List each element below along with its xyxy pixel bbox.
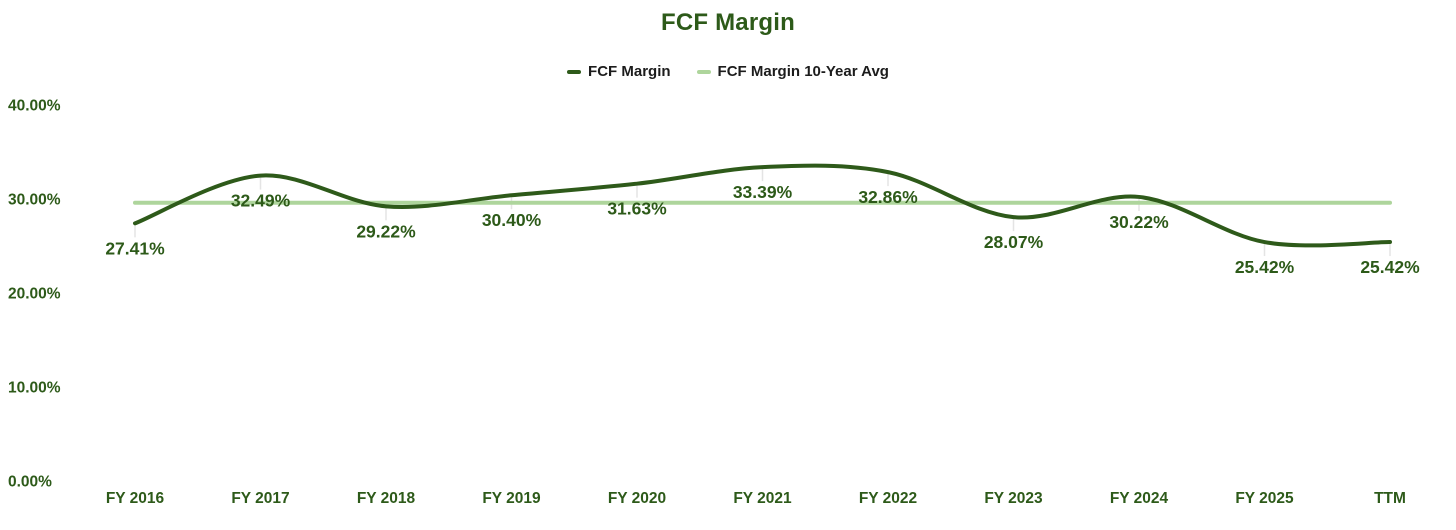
legend-line-swatch-icon xyxy=(567,69,582,74)
data-label: 33.39% xyxy=(733,182,793,202)
data-label: 25.42% xyxy=(1360,257,1420,277)
data-label: 29.22% xyxy=(356,221,416,241)
data-label: 30.22% xyxy=(1109,212,1169,232)
y-axis-tick-label: 30.00% xyxy=(8,192,61,209)
x-axis-category-label: FY 2019 xyxy=(482,490,541,507)
data-label: 25.42% xyxy=(1235,257,1295,277)
data-label: 30.40% xyxy=(482,210,542,230)
x-axis-category-label: FY 2018 xyxy=(357,490,416,507)
data-label: 28.07% xyxy=(984,232,1044,252)
x-axis-category-label: FY 2016 xyxy=(106,490,165,507)
data-label: 27.41% xyxy=(105,238,165,258)
y-axis-tick-label: 20.00% xyxy=(8,286,61,303)
legend-line-swatch-icon xyxy=(696,69,711,74)
x-axis-category-label: TTM xyxy=(1374,490,1406,507)
x-axis-category-label: FY 2022 xyxy=(859,490,917,507)
fcf-margin-line-series xyxy=(133,163,1392,248)
y-axis-tick-label: 40.00% xyxy=(8,98,61,115)
x-axis-category-label: FY 2021 xyxy=(733,490,792,507)
x-axis-category-label: FY 2025 xyxy=(1235,490,1294,507)
chart-title: FCF Margin xyxy=(661,9,795,36)
legend-item-fcf-margin-10y-avg[interactable]: FCF Margin 10-Year Avg xyxy=(696,63,889,80)
x-axis-category-label: FY 2024 xyxy=(1110,490,1169,507)
x-axis-category-label: FY 2020 xyxy=(608,490,666,507)
legend-label-fcf-margin-10y-avg: FCF Margin 10-Year Avg xyxy=(717,63,889,80)
y-axis-tick-label: 10.00% xyxy=(8,380,61,397)
data-label: 32.49% xyxy=(231,191,291,211)
legend-item-fcf-margin[interactable]: FCF Margin xyxy=(567,63,671,80)
data-label: 32.86% xyxy=(858,187,918,207)
y-axis-tick-label: 0.00% xyxy=(8,474,52,491)
data-label: 31.63% xyxy=(607,199,667,219)
legend-label-fcf-margin: FCF Margin xyxy=(588,63,671,80)
x-axis-category-label: FY 2023 xyxy=(984,490,1043,507)
chart-legend: FCF Margin FCF Margin 10-Year Avg xyxy=(0,63,1456,80)
x-axis-category-label: FY 2017 xyxy=(231,490,289,507)
